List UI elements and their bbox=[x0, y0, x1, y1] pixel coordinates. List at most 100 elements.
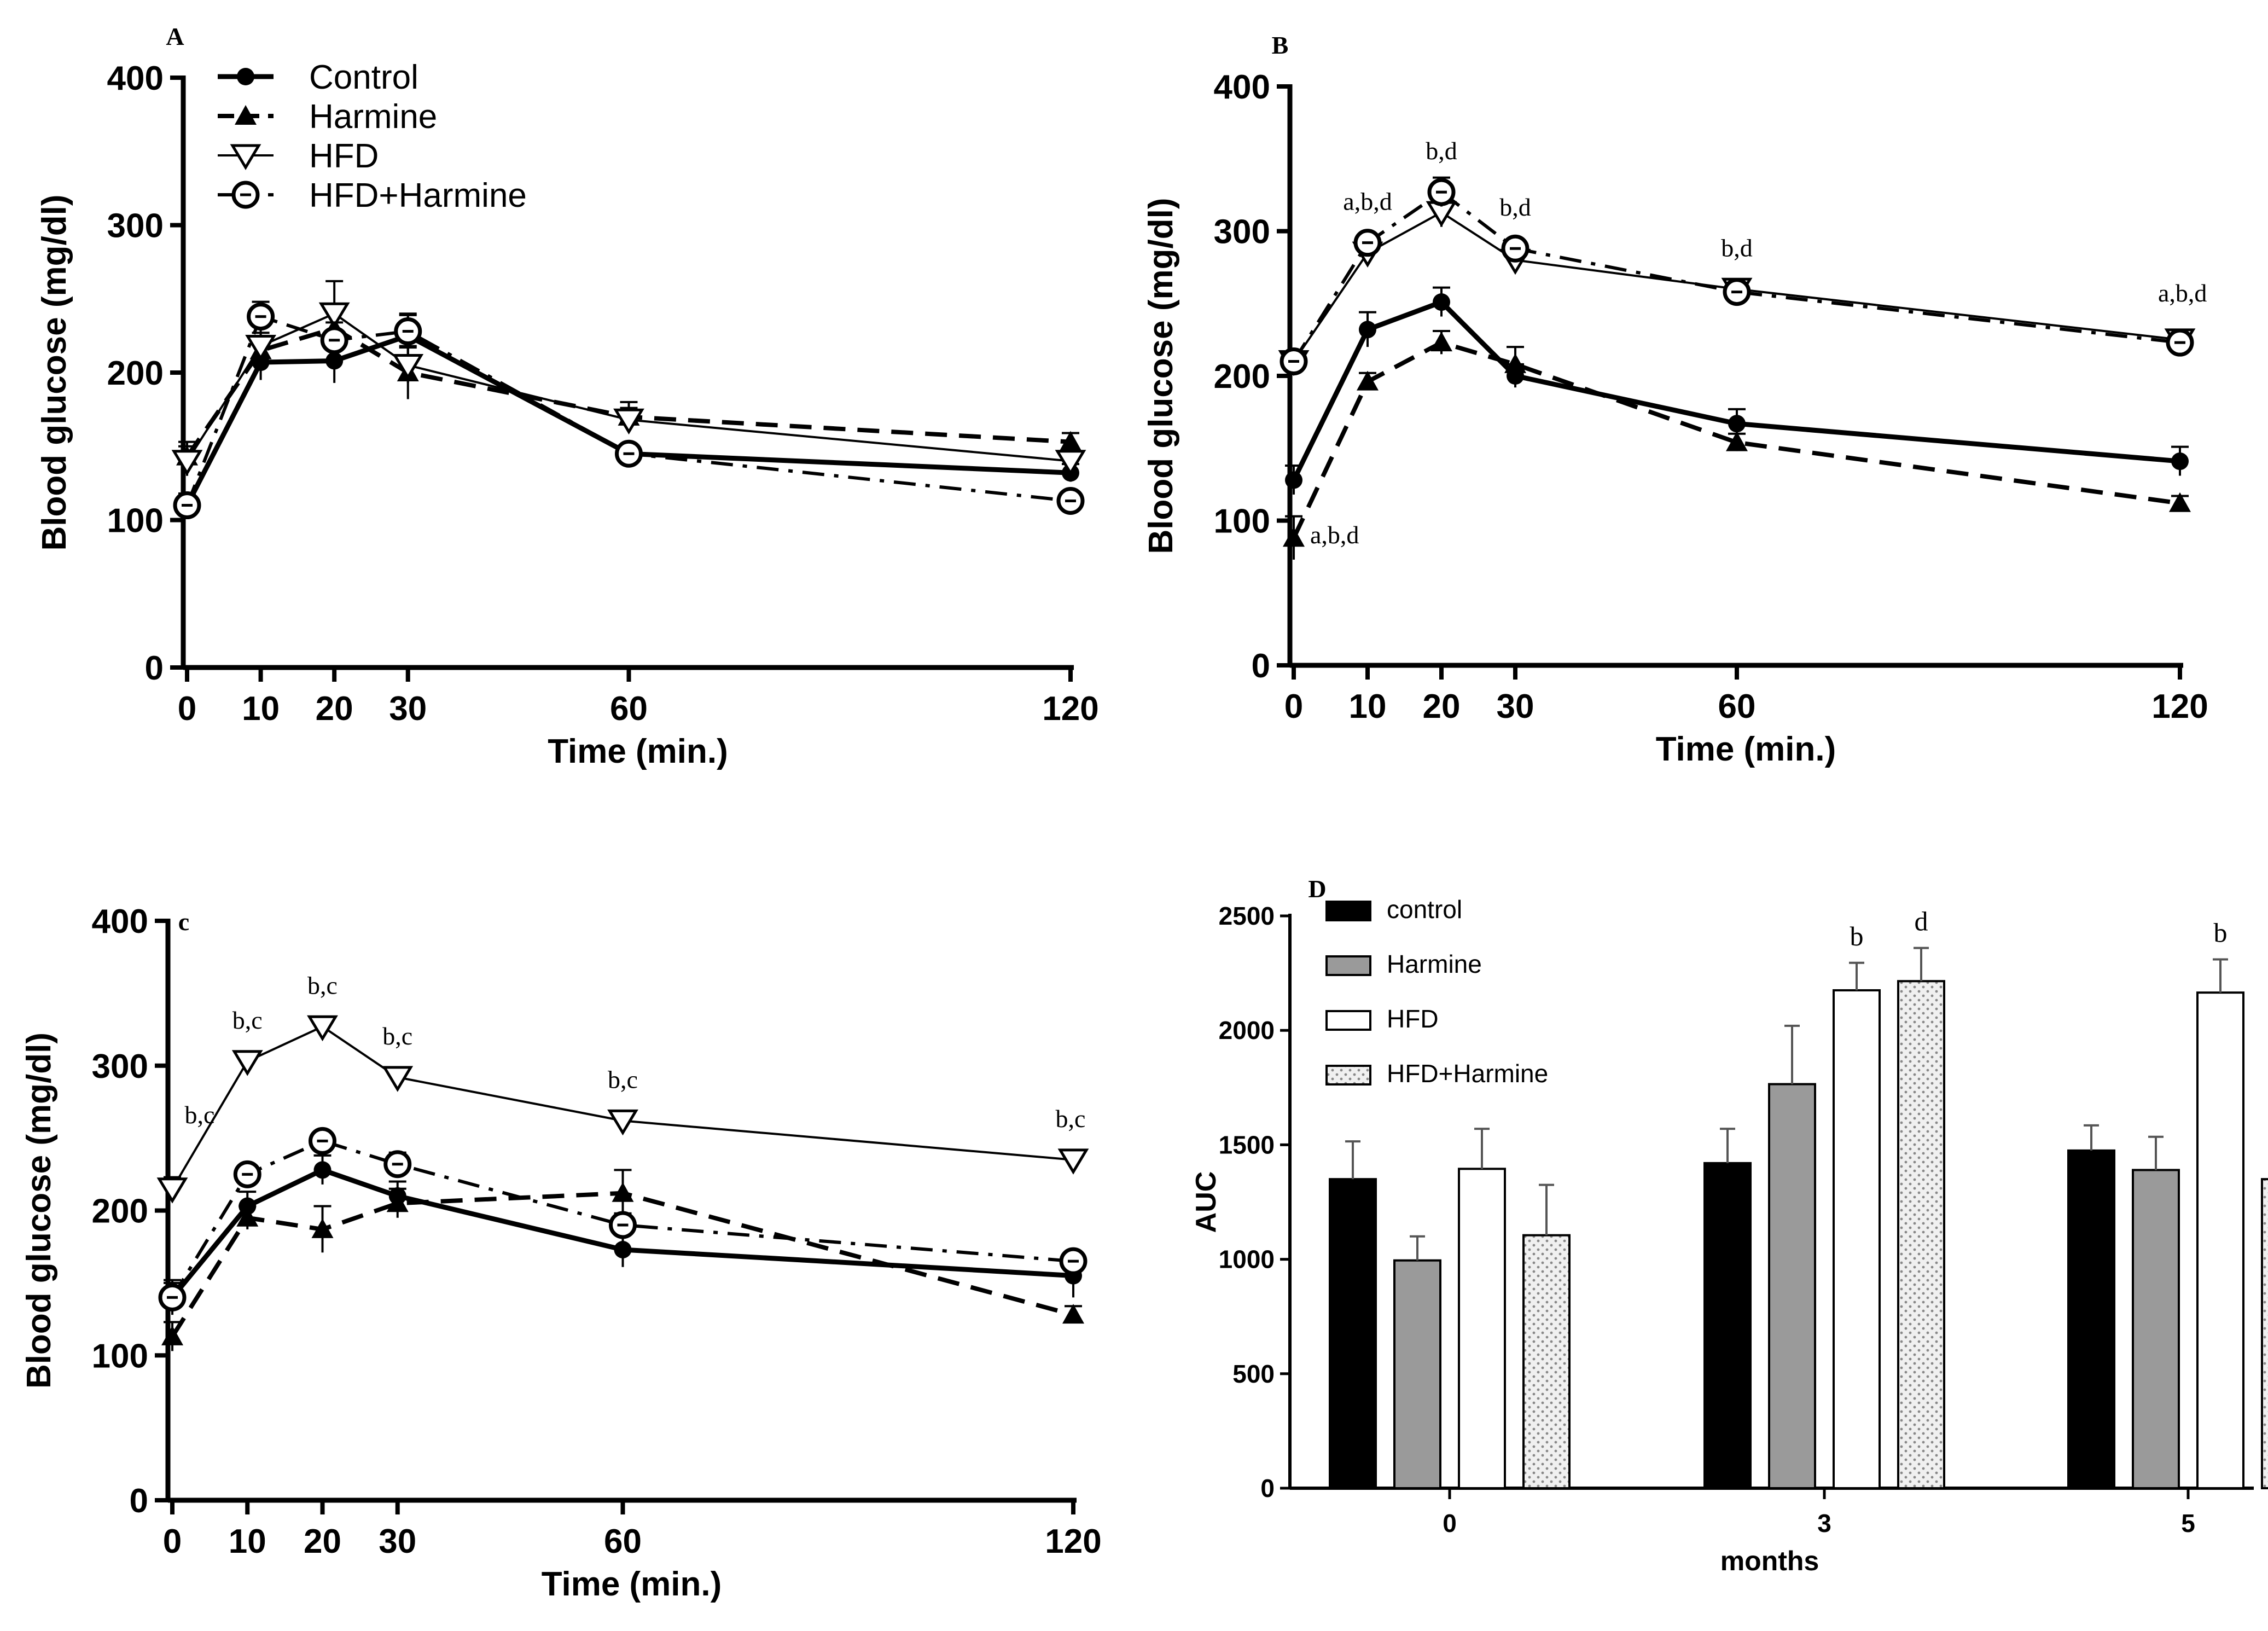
significance-label: b,c bbox=[307, 971, 338, 999]
bar-control bbox=[1703, 1162, 1752, 1490]
data-point-control bbox=[1359, 321, 1376, 339]
x-tick-label: 60 bbox=[610, 690, 648, 728]
x-tick-label: 0 bbox=[1443, 1509, 1457, 1537]
panel-a-chart: A 0 100 200 300 400 0 10 20 30 60 120 Time (min.) Blo… bbox=[36, 22, 1099, 770]
data-point-control bbox=[614, 1240, 632, 1258]
x-tick-label: 120 bbox=[2151, 688, 2208, 725]
legend-label: Control bbox=[309, 59, 418, 96]
bar-hfd bbox=[1458, 1168, 1506, 1490]
series-line-harmine bbox=[185, 326, 1071, 458]
data-point-hfd bbox=[607, 1109, 638, 1136]
y-tick-label: 2000 bbox=[1219, 1016, 1275, 1044]
y-tick-label: 1000 bbox=[1219, 1245, 1275, 1274]
data-point-harmine bbox=[1430, 332, 1452, 352]
legend-label: HFD bbox=[309, 137, 379, 175]
bar-control bbox=[2067, 1149, 2115, 1490]
significance-label: a,b,d bbox=[1310, 521, 1359, 549]
series-line-control bbox=[170, 1167, 1074, 1299]
y-tick-label: 400 bbox=[107, 60, 164, 97]
x-tick-label: 20 bbox=[316, 690, 353, 728]
legend-label: Harmine bbox=[309, 98, 437, 136]
series-line-harmine bbox=[1292, 340, 2180, 539]
data-point-hfd bbox=[307, 1015, 338, 1042]
x-axis-label: Time (min.) bbox=[548, 733, 728, 770]
x-tick-label: 5 bbox=[2181, 1509, 2195, 1537]
data-point-hfd bbox=[1057, 1148, 1089, 1175]
series-line-hfd bbox=[186, 312, 1071, 462]
y-tick-label: 0 bbox=[130, 1482, 148, 1520]
y-axis-label: Blood glucose (mg/dl) bbox=[36, 195, 73, 551]
data-point-control bbox=[1285, 471, 1302, 489]
data-point-harmine bbox=[1504, 353, 1526, 373]
legend-label: HFD bbox=[1387, 1005, 1439, 1033]
legend-label: HFD+Harmine bbox=[309, 177, 527, 214]
y-tick-label: 0 bbox=[1252, 647, 1270, 685]
bar-hfd bbox=[2196, 991, 2244, 1489]
y-axis-label: Blood glucose (mg/dl) bbox=[1142, 198, 1180, 554]
data-point-control bbox=[325, 352, 344, 370]
series-line-harmine bbox=[170, 1191, 1074, 1338]
data-point-control bbox=[1433, 293, 1450, 311]
y-tick-label: 0 bbox=[145, 649, 164, 687]
significance-label: b bbox=[1850, 921, 1864, 951]
series-line-hfd bbox=[171, 1025, 1074, 1189]
legend-label: Harmine bbox=[1387, 950, 1482, 978]
data-point-harmine bbox=[1283, 527, 1305, 547]
significance-label: a,b,d bbox=[1343, 188, 1392, 216]
y-tick-label: 200 bbox=[107, 355, 164, 392]
panel-letter: A bbox=[166, 22, 184, 50]
x-tick-label: 30 bbox=[379, 1523, 416, 1560]
legend-swatch bbox=[1325, 1010, 1371, 1031]
x-tick-label: 10 bbox=[1349, 688, 1387, 725]
series-line-control bbox=[1291, 299, 2180, 481]
data-point-hfd bbox=[1055, 450, 1086, 476]
data-point-hfd bbox=[156, 1177, 188, 1204]
series-line-hfd-harmine bbox=[171, 1139, 1074, 1298]
data-point-control bbox=[2171, 452, 2189, 471]
legend-swatch bbox=[1325, 955, 1371, 976]
panel-c-chart: c 0 100 200 300 400 0 10 20 30 60 120 Time (min.) Blo… bbox=[20, 903, 1102, 1603]
bar-harmine bbox=[1768, 1083, 1816, 1490]
y-tick-label: 500 bbox=[1232, 1360, 1275, 1388]
significance-label: a,b,d bbox=[2158, 279, 2207, 307]
y-tick-label: 200 bbox=[92, 1193, 148, 1230]
x-tick-label: 3 bbox=[1817, 1509, 1831, 1537]
bar-harmine bbox=[2132, 1169, 2180, 1490]
x-tick-label: 60 bbox=[1718, 688, 1756, 725]
data-point-hfd bbox=[245, 334, 276, 361]
data-point-harmine bbox=[311, 1218, 334, 1238]
significance-label: b bbox=[2214, 917, 2228, 948]
bar-hfd-harmine bbox=[2261, 1178, 2268, 1489]
x-tick-label: 30 bbox=[389, 690, 427, 728]
significance-label: b,c bbox=[232, 1006, 263, 1034]
bar-hfd bbox=[1833, 989, 1881, 1489]
bar-control bbox=[1329, 1178, 1377, 1489]
data-point-hfd bbox=[318, 302, 350, 329]
legend-marker bbox=[230, 144, 261, 170]
y-tick-label: 2500 bbox=[1219, 902, 1275, 930]
data-point-control bbox=[1728, 415, 1746, 433]
legend-label: control bbox=[1387, 895, 1462, 924]
y-tick-label: 300 bbox=[1214, 213, 1270, 251]
panel-d-chart: D05001000150020002500AUC035monthsbdbccon… bbox=[1190, 875, 2268, 1576]
series-line-hfd-harmine bbox=[1292, 190, 2180, 363]
panel-letter: c bbox=[178, 908, 189, 936]
data-point-harmine bbox=[1357, 370, 1379, 391]
x-tick-label: 0 bbox=[178, 690, 196, 728]
significance-label: b,d bbox=[1499, 193, 1531, 221]
bar-hfd-harmine bbox=[1897, 980, 1945, 1489]
x-tick-label: 30 bbox=[1497, 688, 1534, 725]
bar-harmine bbox=[1393, 1259, 1441, 1489]
significance-label: d bbox=[1915, 906, 1928, 937]
y-tick-label: 100 bbox=[107, 502, 164, 540]
significance-label: b,d bbox=[1721, 234, 1753, 262]
y-tick-label: 300 bbox=[107, 207, 164, 245]
y-tick-label: 400 bbox=[92, 903, 148, 941]
data-point-harmine bbox=[612, 1182, 634, 1202]
data-point-harmine bbox=[161, 1325, 183, 1345]
x-tick-label: 20 bbox=[304, 1523, 341, 1560]
significance-label: b,c bbox=[608, 1065, 638, 1093]
legend-swatch bbox=[1325, 1065, 1371, 1086]
panel-letter: B bbox=[1272, 31, 1289, 59]
y-tick-label: 1500 bbox=[1219, 1130, 1275, 1159]
